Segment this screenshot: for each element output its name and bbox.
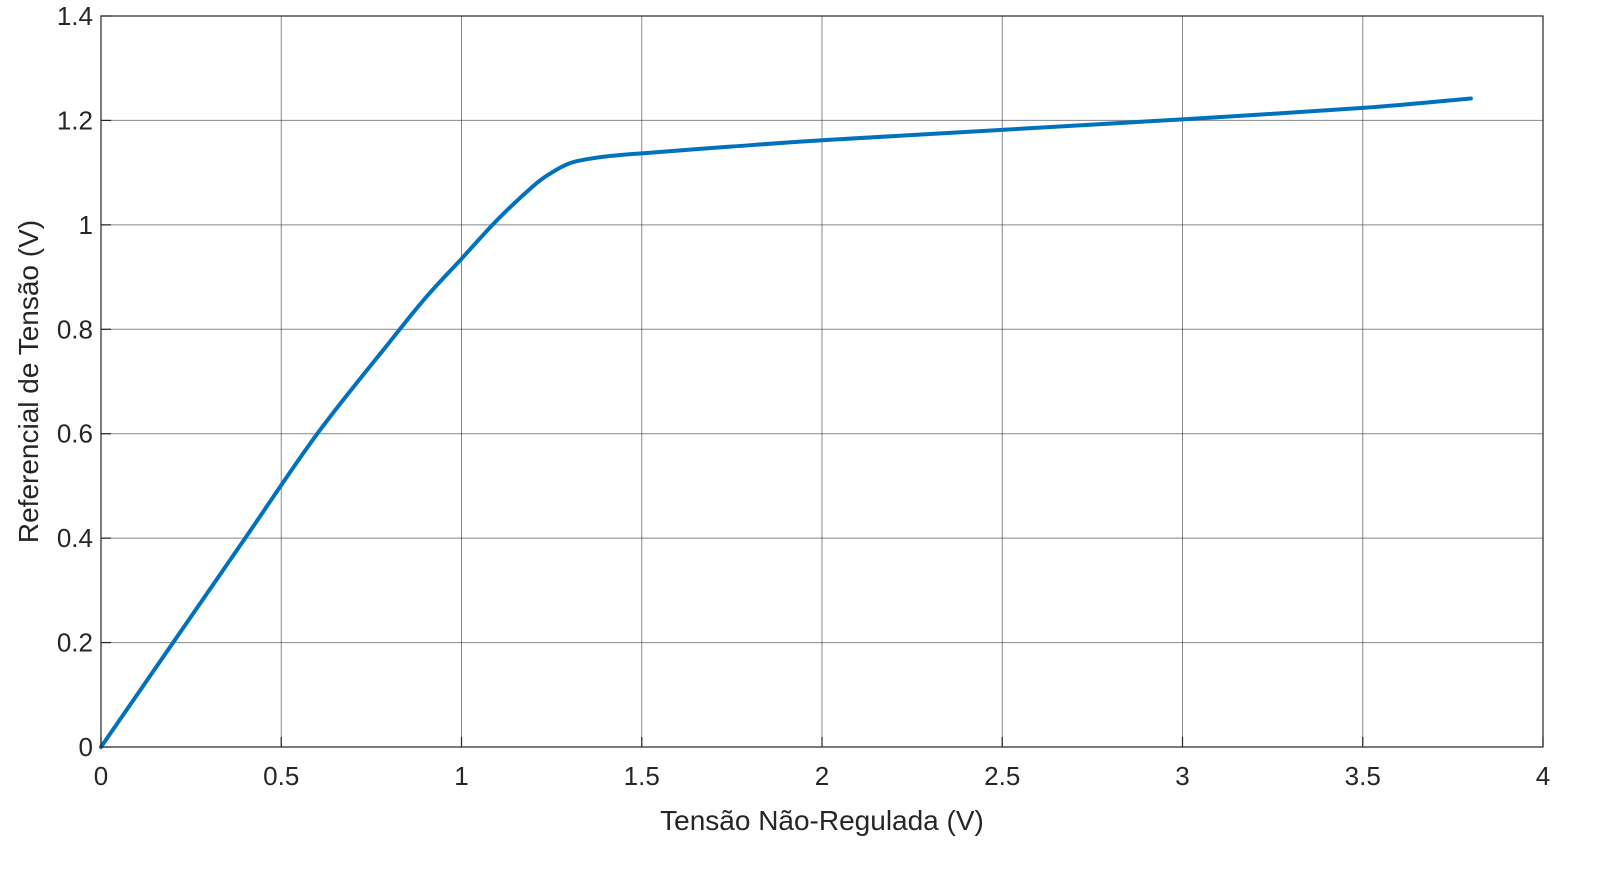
x-tick-label: 2.5 (984, 761, 1020, 791)
x-tick-label: 4 (1536, 761, 1550, 791)
x-axis-label: Tensão Não-Regulada (V) (660, 805, 984, 836)
y-tick-label: 1.2 (57, 105, 93, 135)
x-axis-ticks: 0 0.5 1 1.5 2 2.5 3 3.5 4 (94, 737, 1550, 791)
x-tick-label: 2 (815, 761, 829, 791)
series-line (99, 96, 1473, 749)
y-tick-label: 1 (79, 210, 93, 240)
x-tick-label: 0 (94, 761, 108, 791)
y-tick-label: 0.4 (57, 523, 93, 553)
y-axis-label: Referencial de Tensão (V) (13, 220, 44, 543)
y-tick-label: 0.6 (57, 419, 93, 449)
y-tick-label: 0.2 (57, 628, 93, 658)
series-layer (99, 96, 1473, 749)
grid (101, 16, 1543, 747)
y-tick-label: 0 (79, 732, 93, 762)
x-tick-label: 0.5 (263, 761, 299, 791)
x-tick-label: 1 (454, 761, 468, 791)
y-tick-label: 1.4 (57, 1, 93, 31)
x-tick-label: 3.5 (1345, 761, 1381, 791)
y-tick-label: 0.8 (57, 314, 93, 344)
x-tick-label: 1.5 (624, 761, 660, 791)
y-axis-ticks: 0 0.2 0.4 0.6 0.8 1 1.2 1.4 (57, 1, 111, 762)
x-tick-label: 3 (1175, 761, 1189, 791)
